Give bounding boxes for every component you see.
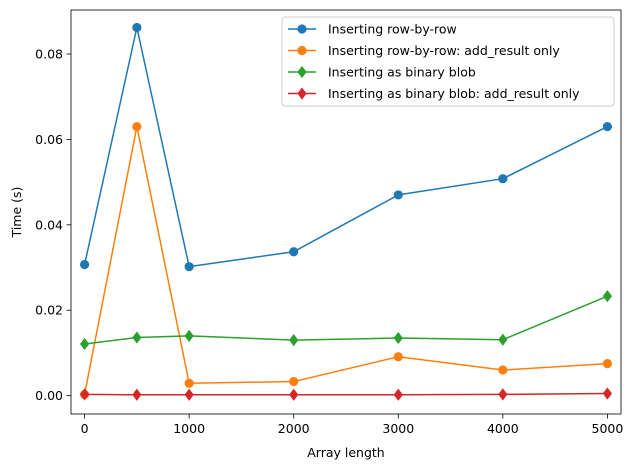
series-1 xyxy=(79,22,613,272)
x-tick-label: 4000 xyxy=(487,421,519,436)
data-point xyxy=(289,247,299,257)
legend-box xyxy=(281,16,615,107)
legend: Inserting row-by-row Inserting row-by-row… xyxy=(281,16,615,107)
y-tick-label: 0.08 xyxy=(35,46,63,61)
legend-entry: Inserting as binary blob: add_result onl… xyxy=(288,86,580,101)
x-axis: 0 1000 2000 3000 4000 5000 xyxy=(81,414,624,436)
x-axis-label: Array length xyxy=(307,445,384,460)
data-point xyxy=(602,121,613,132)
y-tick-label: 0.02 xyxy=(35,303,63,318)
y-axis-label: Time (s) xyxy=(9,187,24,239)
data-point xyxy=(602,387,612,400)
data-point xyxy=(393,331,403,345)
legend-label: Inserting as binary blob xyxy=(328,65,476,80)
data-point xyxy=(602,290,612,303)
y-tick-label: 0.04 xyxy=(35,217,63,232)
data-point xyxy=(498,174,508,184)
data-point xyxy=(184,329,194,342)
legend-marker xyxy=(297,24,307,34)
y-tick-label: 0.06 xyxy=(35,132,63,147)
legend-marker xyxy=(297,65,307,79)
data-point xyxy=(80,388,90,401)
data-point xyxy=(498,365,508,375)
legend-entry: Inserting as binary blob xyxy=(288,65,476,80)
data-point xyxy=(184,388,194,401)
y-tick-label: 0.00 xyxy=(35,388,63,403)
data-point xyxy=(602,359,613,369)
data-point xyxy=(79,259,90,270)
series-3 xyxy=(80,290,612,351)
x-tick-label: 0 xyxy=(81,421,89,436)
data-point xyxy=(132,22,142,33)
data-point xyxy=(289,334,299,347)
legend-marker xyxy=(297,87,307,100)
legend-label: Inserting as binary blob: add_result onl… xyxy=(328,86,580,101)
legend-label: Inserting row-by-row: add_result only xyxy=(328,43,560,58)
data-point xyxy=(132,388,142,401)
series-4 xyxy=(80,387,612,401)
data-point xyxy=(289,376,299,387)
data-point xyxy=(498,388,508,401)
data-point xyxy=(184,378,194,388)
data-point xyxy=(498,333,508,346)
data-point xyxy=(393,190,403,200)
x-tick-label: 1000 xyxy=(173,421,205,436)
data-point xyxy=(393,388,403,401)
x-tick-label: 2000 xyxy=(278,421,310,436)
x-tick-label: 5000 xyxy=(592,421,624,436)
legend-marker xyxy=(297,45,307,56)
data-point xyxy=(132,121,142,132)
data-point xyxy=(289,388,299,401)
data-point xyxy=(80,337,90,351)
legend-entry: Inserting row-by-row: add_result only xyxy=(288,43,560,58)
data-point xyxy=(132,331,142,344)
x-tick-label: 3000 xyxy=(382,421,414,436)
data-point xyxy=(393,352,403,362)
legend-label: Inserting row-by-row xyxy=(328,22,457,37)
y-axis: 0.00 0.02 0.04 0.06 0.08 xyxy=(35,46,71,403)
data-point xyxy=(184,262,194,272)
legend-entry: Inserting row-by-row xyxy=(288,22,457,37)
series-layer xyxy=(79,22,613,401)
